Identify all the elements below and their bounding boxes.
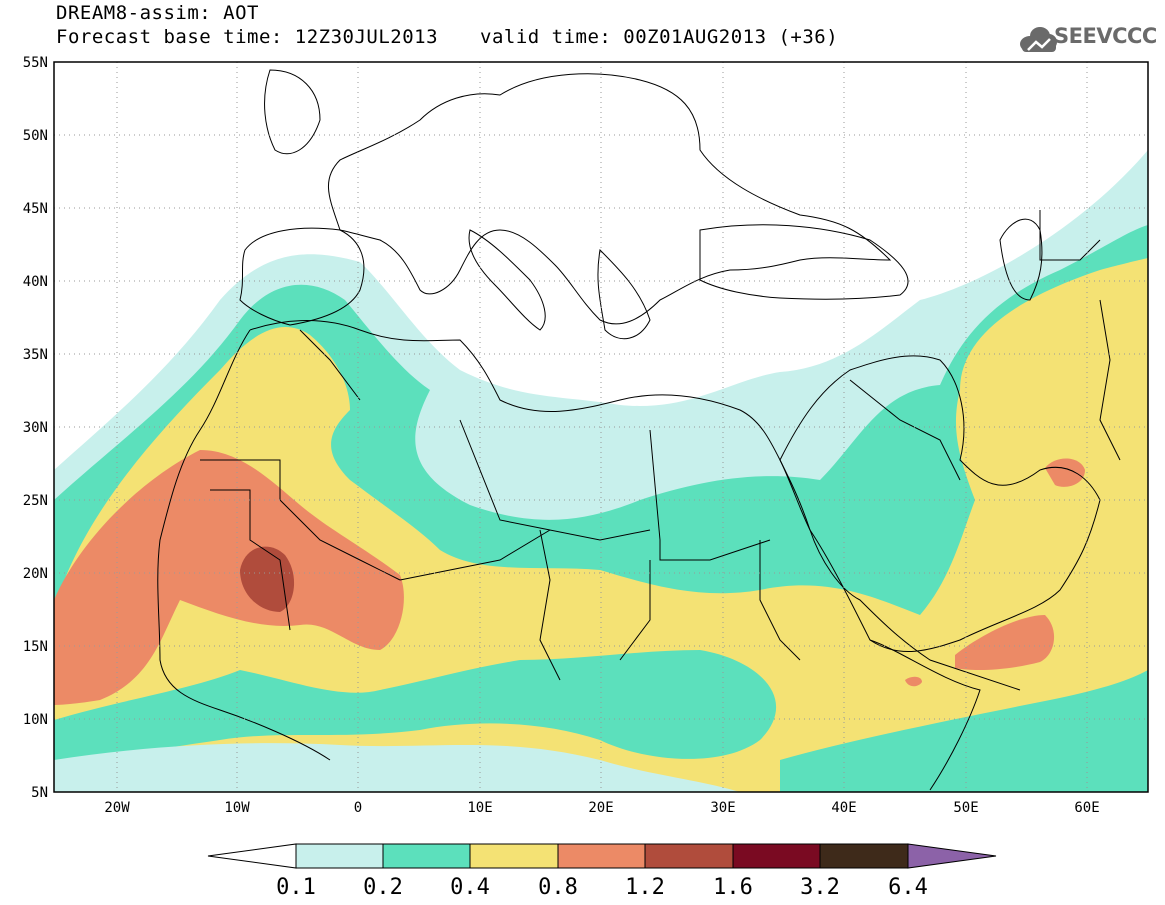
lat-label: 45N	[23, 201, 48, 217]
lat-label: 55N	[23, 55, 48, 71]
colorbar-swatch	[382, 843, 471, 869]
aot-band-0.2-south	[54, 650, 777, 770]
lat-label: 40N	[23, 274, 48, 290]
map-frame	[53, 61, 1149, 793]
lat-labels: 55N 50N 45N 40N 35N 30N 25N 20N 15N 10N …	[23, 55, 48, 801]
colorbar-swatch	[644, 843, 734, 869]
colorbar-label: 0.1	[276, 875, 316, 900]
colorbar-swatch	[557, 843, 646, 869]
lon-label: 50E	[953, 800, 978, 816]
lat-label: 15N	[23, 639, 48, 655]
colorbar-swatch	[469, 843, 559, 869]
lon-label: 20E	[588, 800, 613, 816]
valid-time: valid time: 00Z01AUG2013 (+36)	[480, 26, 839, 48]
colorbar-low-arrow	[207, 843, 297, 869]
lat-label: 20N	[23, 566, 48, 582]
aot-band-0.8-arabia	[955, 615, 1055, 670]
lon-label: 30E	[710, 800, 735, 816]
aot-band-0.2-se	[780, 670, 1148, 792]
lon-label: 60E	[1074, 800, 1099, 816]
logo-text: SEEVCCC	[1054, 24, 1157, 48]
aot-band-0.8-yemen	[905, 676, 922, 687]
lat-label: 5N	[31, 785, 48, 801]
colorbar-label: 1.2	[625, 875, 665, 900]
colorbar-swatch	[819, 843, 909, 869]
colorbar-label: 3.2	[800, 875, 840, 900]
gridlines	[54, 62, 1148, 792]
aot-band-0.1-south	[54, 743, 740, 792]
lon-label: 10E	[467, 800, 492, 816]
lon-label: 40E	[831, 800, 856, 816]
lat-label: 50N	[23, 128, 48, 144]
aot-band-0.8-gulf	[1045, 458, 1085, 487]
colorbar-swatch	[295, 843, 384, 869]
map-title: DREAM8-assim: AOT	[56, 2, 259, 24]
colorbar-label: 0.2	[363, 875, 403, 900]
lon-label: 0	[354, 800, 362, 816]
colorbar-label: 1.6	[713, 875, 753, 900]
lat-label: 35N	[23, 347, 48, 363]
lat-label: 10N	[23, 712, 48, 728]
lon-label: 20W	[104, 800, 130, 816]
aot-band-0.4	[54, 258, 1148, 792]
lat-label: 30N	[23, 420, 48, 436]
forecast-base-time: Forecast base time: 12Z30JUL2013	[56, 26, 439, 48]
aot-band-0.8-west	[54, 450, 404, 705]
colorbar-label: 6.4	[888, 875, 928, 900]
lon-label: 10W	[224, 800, 250, 816]
colorbar-label: 0.8	[538, 875, 578, 900]
colorbar-label: 0.4	[450, 875, 490, 900]
cloud-logo-icon	[1020, 27, 1057, 52]
lat-label: 25N	[23, 493, 48, 509]
colorbar-high-arrow	[907, 843, 997, 869]
lon-labels: 20W 10W 0 10E 20E 30E 40E 50E 60E	[104, 800, 1099, 816]
colorbar-swatch	[732, 843, 821, 869]
